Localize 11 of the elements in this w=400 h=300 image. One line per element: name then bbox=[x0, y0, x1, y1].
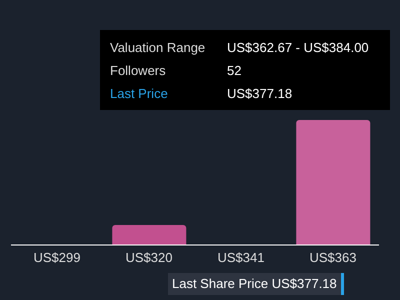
x-tick-label: US$320 bbox=[126, 250, 172, 266]
text: Last Price bbox=[110, 86, 169, 101]
text: Last Share Price US$377.18 bbox=[168, 273, 344, 295]
x-tick-label: US$299 bbox=[34, 250, 80, 266]
text: US$362.67 - US$384.00 bbox=[227, 40, 369, 55]
text: Valuation Range bbox=[110, 40, 206, 55]
text: Followers bbox=[110, 63, 167, 78]
x-tick-label: US$363 bbox=[310, 250, 356, 266]
text: 52 bbox=[227, 63, 242, 78]
x-tick-label: US$341 bbox=[218, 250, 264, 266]
text: US$377.18 bbox=[227, 86, 292, 101]
